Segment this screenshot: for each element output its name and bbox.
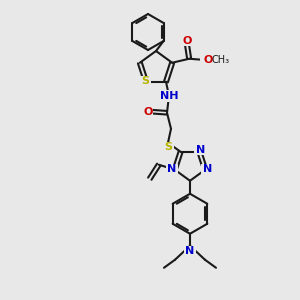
Bar [201, 164, 213, 174]
Bar [200, 54, 238, 66]
Bar [158, 90, 180, 102]
Text: N: N [202, 164, 212, 174]
Text: S: S [164, 142, 172, 152]
Text: O: O [143, 107, 153, 117]
Bar [182, 36, 192, 46]
Bar [139, 76, 151, 86]
Text: N: N [167, 164, 176, 174]
Bar [166, 164, 178, 174]
Text: NH: NH [160, 91, 178, 101]
Text: N: N [196, 145, 205, 155]
Text: O: O [182, 36, 192, 46]
Bar [162, 142, 174, 152]
Text: S: S [141, 76, 149, 86]
Bar [194, 145, 206, 155]
Bar [184, 246, 196, 256]
Text: CH₃: CH₃ [211, 55, 229, 65]
Text: N: N [185, 246, 195, 256]
Bar [143, 107, 153, 117]
Text: O: O [203, 55, 212, 65]
